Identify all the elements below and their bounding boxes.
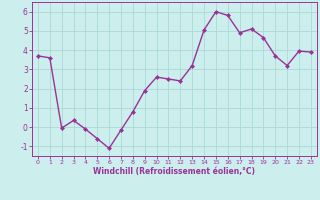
X-axis label: Windchill (Refroidissement éolien,°C): Windchill (Refroidissement éolien,°C) <box>93 167 255 176</box>
